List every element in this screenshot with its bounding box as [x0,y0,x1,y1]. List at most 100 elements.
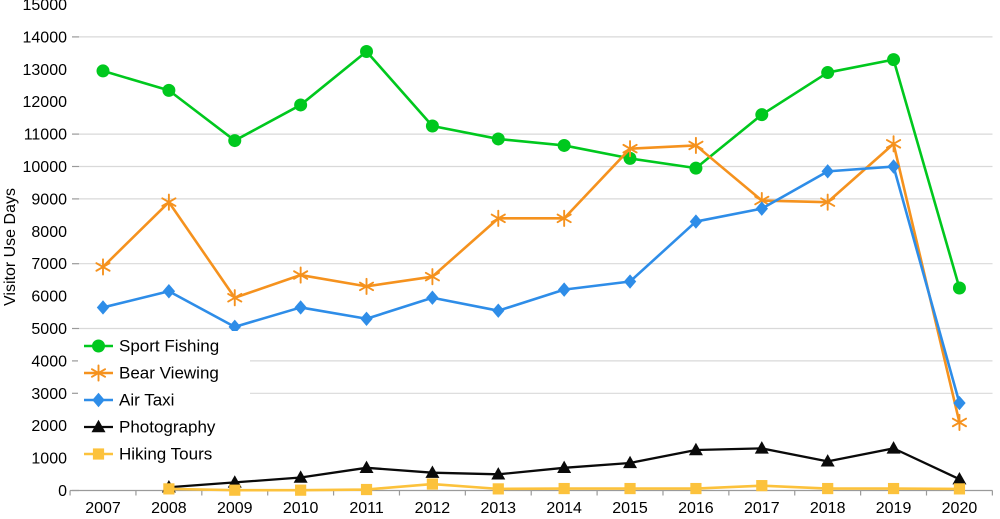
marker-sport-fishing-2014 [557,138,571,152]
marker-photography-2015 [623,455,638,469]
x-tick-label-2011: 2011 [349,500,384,517]
marker-bear-viewing-2019 [886,135,902,153]
y-tick-label-1000: 1000 [31,451,67,468]
marker-sport-fishing-2017 [755,108,769,122]
asterisk-spoke [951,417,967,428]
marker-sport-fishing-2007 [96,64,110,78]
x-tick-label-2012: 2012 [415,500,451,517]
x-tick-label-2015: 2015 [612,500,648,517]
marker-hiking-tours-2014 [558,482,570,495]
marker-photography-2018 [820,454,835,467]
asterisk-spoke [90,368,107,378]
marker-air-taxi-2020 [953,395,966,411]
y-tick-label-4000: 4000 [31,353,67,370]
asterisk-spoke [490,213,506,224]
marker-bear-viewing-2008 [161,193,177,211]
x-tick-label-2008: 2008 [151,500,187,517]
marker-hiking-tours-2017 [756,480,768,492]
y-tick-label-11000: 11000 [24,127,67,144]
marker-photography-2010 [293,470,308,483]
marker-photography-2013 [491,467,506,480]
asterisk-spoke [886,139,902,149]
y-axis-labels-group: 0 1000 2000 3000 4000 5000 6000 7000 8000 9000 100… [23,0,68,500]
marker-sport-fishing-2009 [228,134,242,148]
marker-sport-fishing-2012 [425,119,439,133]
marker-hiking-tours-2015 [624,482,636,495]
series-line-air-taxi [101,165,961,405]
y-tick-label-8000: 8000 [31,224,67,241]
marker-hiking-tours-2009 [229,484,241,496]
asterisk-spoke [556,213,572,224]
marker-bear-viewing-2016 [688,136,704,154]
y-axis-title: Visitor Use Days [2,188,19,306]
y-tick-label-13000: 13000 [23,62,68,79]
marker-air-taxi-2013 [492,303,505,318]
marker-photography-2014 [557,460,572,474]
series-line-bear-viewing [101,142,961,424]
y-tick-label-6000: 6000 [31,289,67,306]
marker-sport-fishing-2020 [952,281,966,295]
x-tick-label-2009: 2009 [217,500,253,517]
marker-hiking-tours-2011 [360,483,373,496]
y-tick-label-5000: 5000 [31,321,67,338]
asterisk-spoke [293,270,309,280]
marker-photography-2009 [227,475,242,488]
asterisk-spoke [754,195,770,206]
marker-hiking-tours-2010 [295,484,307,496]
marker-air-taxi-2014 [557,282,571,297]
legend-group: Sport Fishing Bear Viewing Air Taxi Photogr… [78,331,250,470]
marker-bear-viewing-2010 [293,266,309,284]
asterisk-spoke [688,140,704,151]
marker-sport-fishing-2016 [689,161,703,175]
legend-marker-sport-fishing [92,339,105,353]
legend-marker-hiking-tours [92,448,105,460]
legend-item-photography: Photography [84,418,216,437]
marker-sport-fishing-2011 [360,44,374,58]
x-tick-label-2016: 2016 [678,500,714,517]
marker-photography-2019 [886,441,901,454]
y-tick-label-9000: 9000 [31,191,67,208]
marker-bear-viewing-2011 [358,277,375,295]
asterisk-spoke [622,143,638,154]
asterisk-spoke [424,271,440,282]
marker-hiking-tours-2016 [690,482,702,495]
y-tick-label-7000: 7000 [31,256,67,273]
legend-label-air-taxi: Air Taxi [119,391,174,410]
marker-photography-2011 [359,460,374,474]
marker-hiking-tours-2018 [822,482,834,495]
marker-bear-viewing-2020 [951,413,967,432]
y-tick-label-3000: 3000 [31,386,67,403]
marker-photography-2012 [425,465,440,478]
marker-bear-viewing-2015 [622,140,638,158]
marker-photography-2020 [952,471,967,485]
marker-photography-2016 [688,442,703,456]
marker-sport-fishing-2015 [623,151,637,165]
marker-air-taxi-2018 [821,164,834,179]
legend-item-air-taxi: Air Taxi [84,391,174,410]
marker-air-taxi-2011 [360,311,373,326]
series-group [95,44,967,496]
marker-sport-fishing-2010 [294,98,308,112]
marker-air-taxi-2007 [96,300,110,315]
legend-label-photography: Photography [119,418,216,437]
y-tick-label-0: 0 [58,483,67,500]
asterisk-spoke [95,262,111,272]
marker-photography-2017 [754,441,769,454]
marker-sport-fishing-2019 [887,53,901,67]
marker-bear-viewing-2014 [556,209,572,227]
marker-sport-fishing-2008 [162,83,176,97]
marker-air-taxi-2009 [228,319,241,335]
marker-bear-viewing-2012 [424,268,440,286]
marker-hiking-tours-2008 [163,483,175,495]
legend-item-bear-viewing: Bear Viewing [84,364,219,383]
asterisk-spoke [820,197,836,207]
asterisk-spoke [358,281,375,292]
y-tick-label-2000: 2000 [31,418,67,435]
marker-bear-viewing-2009 [227,289,243,307]
x-axis-labels-group: 2007 2008 2009 2010 2011 2012 2013 2014 2015 2016… [85,500,977,517]
legend-item-sport-fishing: Sport Fishing [84,337,219,356]
legend-item-hiking-tours: Hiking Tours [84,445,212,464]
x-tick-label-2017: 2017 [744,500,780,517]
